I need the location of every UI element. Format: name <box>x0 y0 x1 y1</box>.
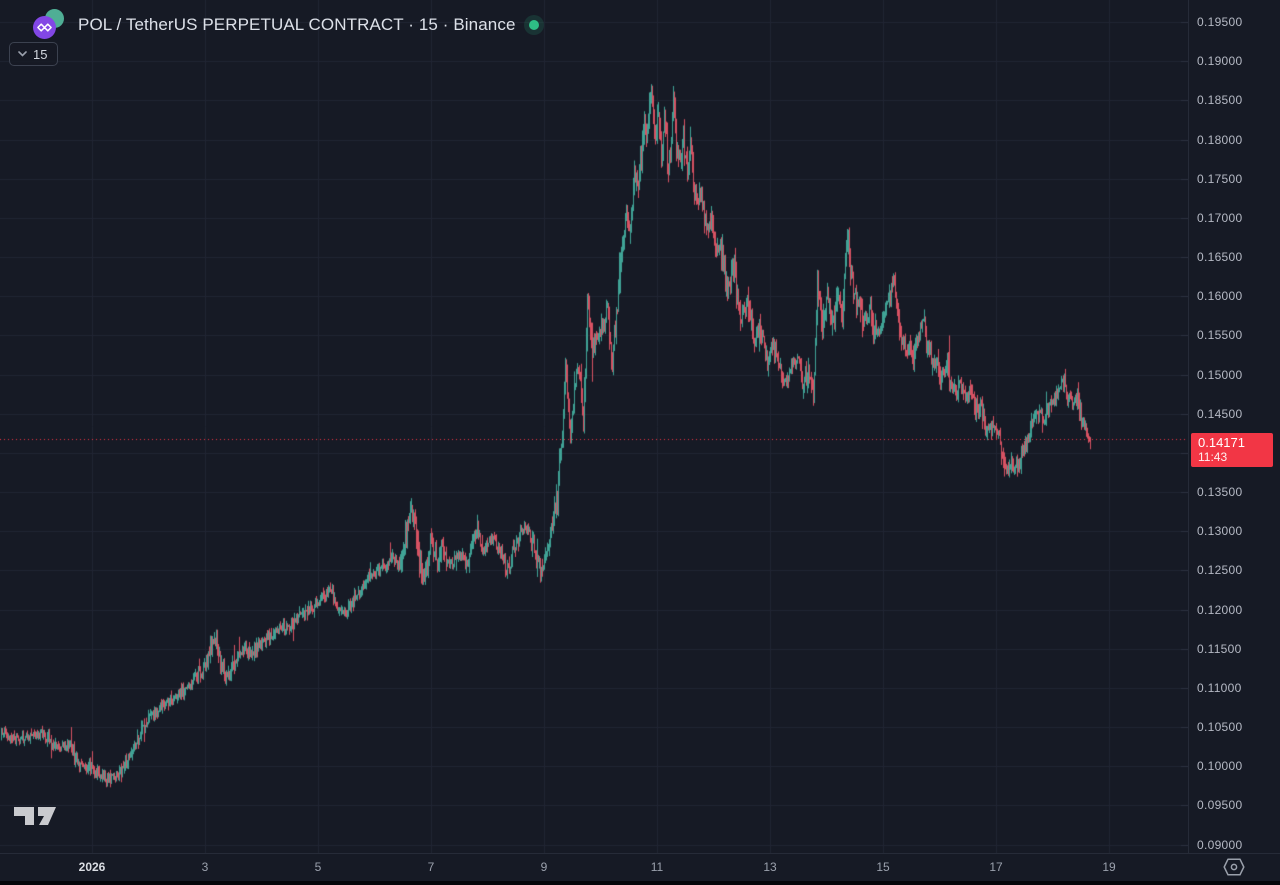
price-axis-label: 0.14500 <box>1197 406 1243 421</box>
pair-logos <box>33 9 64 39</box>
tradingview-logo-mark <box>14 807 56 825</box>
price-axis-label: 0.10500 <box>1197 720 1243 735</box>
time-axis-label: 3 <box>201 860 209 874</box>
price-axis-label: 0.11500 <box>1197 641 1242 656</box>
symbol-title[interactable]: POL / TetherUS PERPETUAL CONTRACT · 15 ·… <box>78 15 516 34</box>
price-axis-label: 0.18500 <box>1197 93 1243 108</box>
last-price-label: 0.14171 11:43 <box>1191 433 1273 468</box>
price-axis-label: 0.10000 <box>1197 759 1243 774</box>
time-axis-label: 13 <box>763 860 777 874</box>
time-axis-label: 15 <box>876 860 890 874</box>
time-axis-label: 17 <box>989 860 1003 874</box>
chevron-down-icon <box>18 51 27 57</box>
price-axis-label: 0.09500 <box>1197 798 1243 813</box>
bar-close-countdown: 11:43 <box>1198 450 1228 465</box>
time-axis-label: 11 <box>650 860 664 874</box>
price-axis-label: 0.15000 <box>1197 367 1243 382</box>
price-axis-label: 0.19000 <box>1197 54 1243 69</box>
pol-glyph <box>37 23 52 32</box>
price-axis-label: 0.18000 <box>1197 132 1243 147</box>
price-axis-label: 0.11000 <box>1197 680 1242 695</box>
market-status-dot[interactable] <box>528 20 539 30</box>
price-axis-label: 0.17000 <box>1197 210 1243 225</box>
price-axis-label: 0.12000 <box>1197 602 1243 617</box>
gear-icon <box>1223 858 1245 876</box>
time-axis-label: 19 <box>1102 860 1116 874</box>
last-price-value: 0.14171 <box>1198 435 1245 451</box>
interval-toolbar-button[interactable]: 15 <box>9 42 59 66</box>
price-axis-label: 0.16000 <box>1197 289 1243 304</box>
tradingview-logo[interactable] <box>12 804 58 841</box>
symbol-header[interactable]: POL / TetherUS PERPETUAL CONTRACT · 15 ·… <box>33 7 539 43</box>
price-axis-label: 0.12500 <box>1197 563 1243 578</box>
price-axis-label: 0.13000 <box>1197 524 1243 539</box>
price-axis-label: 0.17500 <box>1197 171 1243 186</box>
time-axis[interactable]: 2026 3 5 7 9 11 13 15 17 19 <box>0 853 1280 881</box>
price-chart-canvas[interactable] <box>0 0 1188 853</box>
time-axis-label: 7 <box>427 860 435 874</box>
price-axis-label: 0.19500 <box>1197 15 1243 29</box>
interval-button-label: 15 <box>33 46 48 62</box>
price-axis[interactable]: 0.14171 11:43 0.19500 0.19000 0.18500 0.180… <box>1188 0 1280 853</box>
axis-settings-gear-button[interactable] <box>1221 857 1247 877</box>
time-axis-label: 9 <box>540 860 548 874</box>
time-axis-label: 5 <box>314 860 322 874</box>
price-axis-label: 0.15500 <box>1197 328 1243 343</box>
time-axis-label-year: 2026 <box>78 860 106 874</box>
price-axis-label: 0.16500 <box>1197 250 1243 265</box>
price-axis-label: 0.13500 <box>1197 485 1243 500</box>
bottom-strip <box>0 881 1280 885</box>
price-axis-label: 0.09000 <box>1197 837 1243 852</box>
